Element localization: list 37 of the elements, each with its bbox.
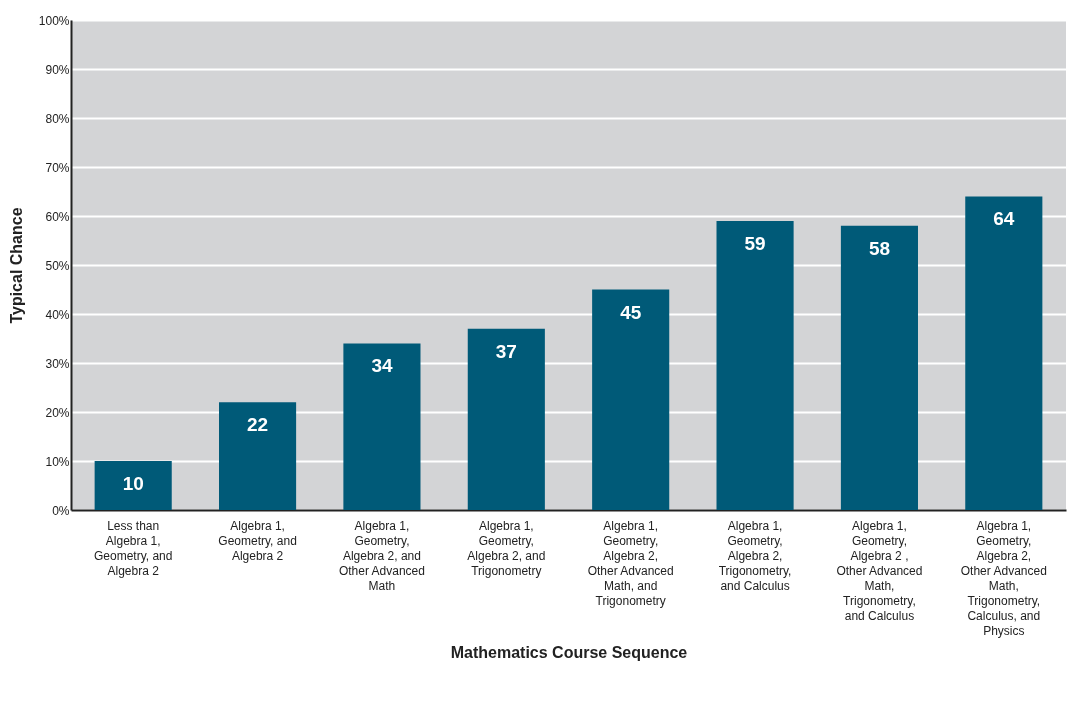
y-tick-label: 100% [38, 13, 70, 28]
bar [965, 196, 1043, 510]
data-label: 59 [744, 232, 766, 254]
x-tick-label: Less than Algebra 1, Geometry, and Algebra 2 [93, 518, 173, 578]
x-tick-label: Algebra 1, Geometry, Algebra 2, and Trigonometry [467, 518, 546, 578]
x-tick-label: Algebra 1, Geometry, Algebra 2, and Other Advanced Math [338, 518, 425, 593]
data-label: 64 [993, 208, 1015, 230]
y-tick-label: 90% [45, 62, 70, 77]
x-tick-label: Algebra 1, Geometry, Algebra 2, Trigonometry, and Calculus [718, 518, 792, 593]
y-tick-label: 20% [45, 405, 70, 420]
y-tick-label: 10% [45, 454, 70, 469]
bar [343, 343, 421, 510]
x-tick-label: Algebra 1, Geometry, Algebra 2, Other Advanced Math, and Trigonometry [587, 518, 674, 608]
y-tick-label: 80% [45, 111, 70, 126]
bar [716, 220, 794, 510]
bar [219, 402, 297, 510]
data-label: 10 [122, 473, 144, 494]
y-tick-label: 40% [45, 307, 70, 322]
y-tick-label: 60% [45, 209, 70, 224]
bar [467, 328, 545, 510]
bar [592, 289, 670, 510]
y-axis-title: Typical Chance [7, 207, 25, 324]
data-label: 58 [868, 237, 891, 259]
y-tick-label: 30% [45, 356, 70, 371]
data-label: 45 [620, 301, 642, 323]
y-tick-label: 50% [45, 258, 70, 273]
x-tick-label: Algebra 1, Geometry, and Algebra 2 [218, 518, 297, 563]
x-axis-title: Mathematics Course Sequence [450, 643, 688, 661]
x-tick-label: Algebra 1, Geometry, Algebra 2 , Other Advanced Math, Trigonometry, and Calculus [836, 518, 923, 623]
data-label: 34 [371, 355, 393, 377]
x-tick-label: Algebra 1, Geometry, Algebra 2, Other Advanced Math, Trigonometry, Calculus, and Physics [960, 518, 1047, 638]
y-tick-label: 70% [45, 160, 70, 175]
data-label: 22 [246, 414, 269, 436]
bar [840, 225, 918, 510]
bar [94, 461, 172, 510]
data-label: 37 [495, 340, 517, 362]
y-tick-label: 0% [52, 503, 70, 518]
